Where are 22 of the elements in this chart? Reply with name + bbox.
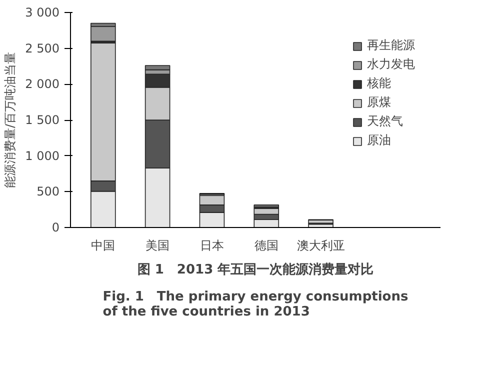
legend-label: 水力发电 <box>367 56 415 73</box>
x-tick-label: 中国 <box>91 238 116 252</box>
legend-label: 原煤 <box>367 94 391 111</box>
x-tick-label: 德国 <box>254 238 278 252</box>
x-tick-label: 澳大利亚 <box>296 238 345 252</box>
legend-label: 天然气 <box>367 113 403 130</box>
text: 图 1 2013 年五国一次能源消费量对比 <box>137 262 374 278</box>
bar <box>144 65 170 70</box>
y-tick-label: 1 000 <box>25 148 60 163</box>
legend-label: 再生能源 <box>367 37 415 54</box>
legend-label: 原油 <box>367 132 391 149</box>
x-tick-label: 日本 <box>200 238 224 252</box>
y-axis-title: 能源消费量/百万吨油当量 <box>3 52 18 188</box>
y-tick-label: 1 500 <box>25 113 60 127</box>
y-tick-label: 0 <box>52 220 60 234</box>
legend-label: 核能 <box>367 75 391 92</box>
y-tick-label: 2 500 <box>25 41 60 56</box>
x-tick-label: 美国 <box>146 238 170 252</box>
y-tick-label: 3 000 <box>25 6 60 20</box>
y-tick-label: 2 000 <box>25 77 60 92</box>
y-tick-label: 500 <box>36 184 60 199</box>
text: Fig. 1 The primary energy consumptions of the five countries in 2013 <box>102 290 408 320</box>
